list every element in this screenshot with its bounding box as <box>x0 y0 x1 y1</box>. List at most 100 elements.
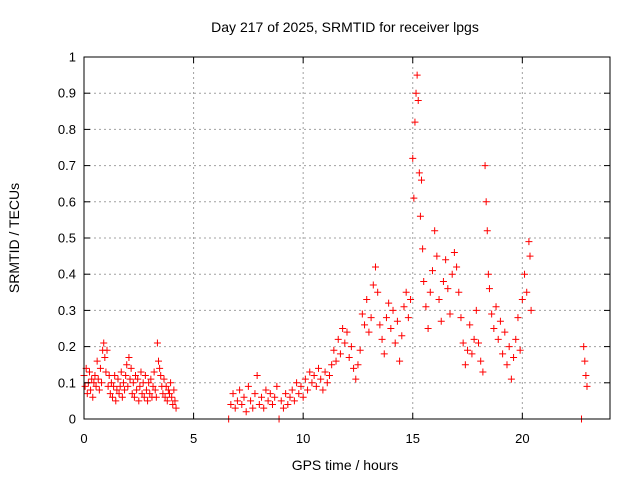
data-point <box>391 339 399 347</box>
data-point <box>424 325 432 332</box>
y-tick-label: 0.6 <box>58 194 76 209</box>
data-point <box>413 71 421 79</box>
data-point <box>132 372 140 380</box>
data-point <box>157 372 165 380</box>
data-point <box>527 306 535 314</box>
chart-title: Day 217 of 2025, SRMTID for receiver lpg… <box>211 19 479 35</box>
data-point <box>101 353 109 361</box>
data-point <box>144 397 152 405</box>
data-point <box>83 390 91 398</box>
data-point <box>147 375 155 383</box>
data-point <box>404 314 412 322</box>
data-point <box>229 390 237 398</box>
data-point <box>286 393 294 401</box>
data-point <box>455 288 463 296</box>
data-point <box>310 372 318 380</box>
data-point <box>361 321 369 329</box>
data-point <box>89 393 97 401</box>
y-tick-label: 0 <box>69 412 76 427</box>
data-point <box>369 281 377 289</box>
data-point <box>321 368 329 376</box>
data-point <box>521 270 529 278</box>
data-point <box>412 89 420 97</box>
data-point <box>514 314 522 322</box>
data-point <box>523 288 531 296</box>
data-point <box>140 393 148 401</box>
data-point <box>236 386 244 394</box>
data-point <box>238 401 246 409</box>
data-point <box>168 393 176 401</box>
data-point <box>315 364 323 372</box>
data-point <box>277 397 285 405</box>
data-point <box>88 375 96 383</box>
data-point <box>416 212 424 220</box>
data-point <box>428 267 436 275</box>
y-axis-title: SRMTID / TECUs <box>6 183 22 293</box>
data-point <box>496 317 504 325</box>
data-point <box>117 368 125 376</box>
data-point <box>407 296 415 304</box>
data-point <box>450 248 458 256</box>
data-point <box>345 353 353 361</box>
data-point <box>115 390 123 398</box>
data-point <box>150 368 158 376</box>
data-point <box>459 339 467 347</box>
data-point <box>233 397 241 405</box>
data-point <box>490 325 498 332</box>
data-point <box>100 339 108 347</box>
data-point <box>171 397 179 405</box>
y-tick-labels: 0 0.1 0.2 0.3 0.4 0.5 0.6 0.7 0.8 0.9 1 <box>58 50 76 427</box>
data-point <box>435 296 443 304</box>
data-point <box>477 357 485 365</box>
data-point <box>387 325 395 332</box>
x-tick-labels: 0 5 10 15 20 <box>80 431 529 446</box>
data-point <box>125 353 133 361</box>
data-point <box>112 397 120 405</box>
data-point <box>163 397 171 405</box>
data-point <box>583 382 591 390</box>
data-point <box>273 382 281 390</box>
data-point <box>124 382 132 390</box>
data-point <box>306 368 314 376</box>
data-point <box>129 379 137 387</box>
data-point <box>481 162 489 170</box>
data-point <box>87 386 95 394</box>
data-point <box>470 335 478 343</box>
data-point <box>113 386 121 394</box>
data-point <box>141 372 149 380</box>
data-point <box>393 317 401 325</box>
data-point <box>156 364 164 372</box>
data-point <box>161 393 169 401</box>
data-point <box>472 306 480 314</box>
data-point <box>409 154 417 162</box>
data-point <box>371 263 379 271</box>
data-point <box>437 317 445 325</box>
data-point <box>374 288 382 296</box>
data-point <box>358 310 366 318</box>
data-point <box>169 401 177 409</box>
data-points <box>80 71 591 423</box>
data-point <box>581 357 589 365</box>
data-point <box>93 357 101 365</box>
x-tick-label: 20 <box>515 431 529 446</box>
data-point <box>103 346 111 354</box>
data-point <box>167 379 175 387</box>
data-point <box>293 379 301 387</box>
data-point <box>242 408 250 416</box>
data-point <box>420 277 428 285</box>
data-point <box>363 296 371 304</box>
data-point <box>299 393 307 401</box>
data-point <box>162 382 170 390</box>
data-point <box>378 335 386 343</box>
data-point <box>268 401 276 409</box>
data-point <box>91 372 99 380</box>
data-point <box>151 386 159 394</box>
data-point <box>382 314 390 322</box>
plot-frame <box>83 56 611 420</box>
data-point <box>290 397 298 405</box>
data-point <box>138 390 146 398</box>
data-point <box>494 335 502 343</box>
data-point <box>466 321 474 329</box>
data-point <box>442 256 450 264</box>
data-point <box>483 227 491 235</box>
